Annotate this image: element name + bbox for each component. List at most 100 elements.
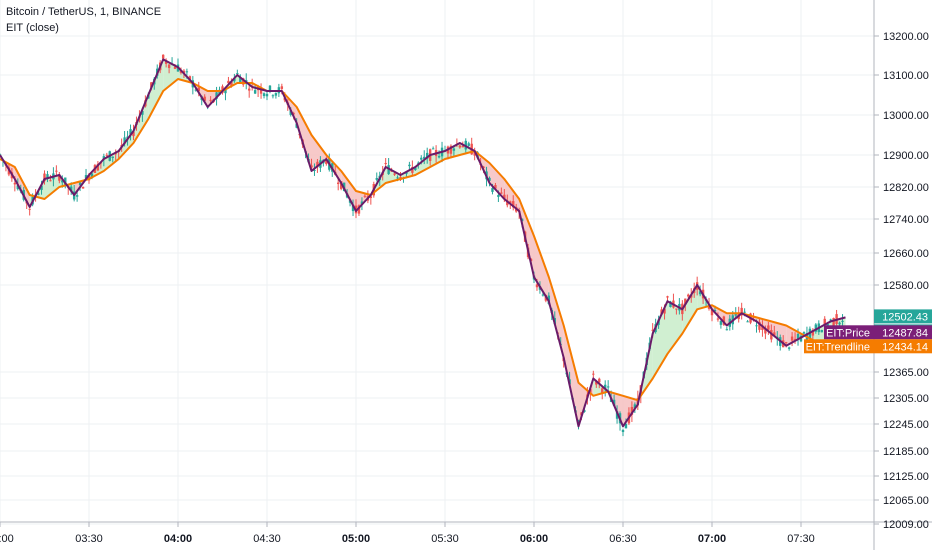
candle-up: [615, 411, 619, 419]
candle-down: [740, 307, 743, 316]
candle-down: [503, 194, 506, 199]
candle-down: [832, 317, 835, 326]
candle-down: [96, 163, 100, 171]
candle-up: [488, 177, 491, 181]
candle-up: [313, 169, 316, 171]
trend-tag-label: EIT:Trendline: [806, 341, 870, 353]
candle-down: [535, 284, 539, 288]
candle-down: [663, 308, 666, 314]
candle-up: [491, 188, 494, 192]
candle-down: [49, 180, 52, 182]
candle-up: [719, 320, 723, 325]
price-tags: 12502.4300:4012487.84EIT:Price12434.14EI…: [804, 309, 932, 354]
candle-down: [259, 88, 263, 94]
fill-above-segment: [415, 155, 431, 175]
candle-up: [396, 177, 399, 179]
candle-down: [506, 200, 509, 206]
candle-down: [784, 342, 788, 344]
candle-up: [796, 333, 800, 339]
candle-up: [265, 93, 269, 97]
candle-down: [761, 325, 764, 331]
fill-below-segment: [14, 167, 30, 207]
fill-below-segment: [578, 378, 594, 427]
candle-up: [123, 137, 126, 144]
candle-up: [218, 89, 221, 95]
y-tick-label: 12245.00: [883, 419, 929, 431]
candle-up: [268, 85, 272, 91]
candle-up: [239, 77, 242, 84]
fill-above-segment: [682, 285, 698, 334]
fill-below-segment: [504, 179, 520, 211]
candle-down: [675, 308, 678, 310]
y-tick-label: 12065.00: [883, 495, 929, 507]
symbol-title[interactable]: Bitcoin / TetherUS, 1, BINANCE: [6, 6, 162, 18]
candle-up: [624, 423, 628, 429]
candle-down: [767, 325, 770, 330]
y-tick-label: 12820.00: [883, 182, 929, 194]
time-axis: 03:00 03:30 04:00 04:30 05:00 05:30 06:00 06:30…: [0, 522, 815, 545]
candle-up: [90, 173, 94, 178]
price-tag-value-bg: [874, 325, 932, 340]
y-tick-label: 12009.00: [883, 519, 929, 531]
candle-up: [841, 320, 844, 322]
y-tick-label: 13000.00: [883, 110, 929, 122]
fill-below-segment: [786, 325, 801, 346]
fill-above-segment: [667, 301, 683, 354]
candle-up: [70, 186, 73, 192]
candle-up: [417, 162, 420, 164]
candle-up: [734, 314, 737, 316]
candle-up: [743, 311, 746, 313]
grid-lines: [0, 0, 874, 525]
candle-down: [28, 208, 31, 210]
candle-down: [105, 154, 108, 156]
fill-below-segment: [341, 171, 356, 211]
candle-down: [132, 131, 135, 137]
indicator-title[interactable]: EIT (close): [6, 22, 59, 34]
x-tick-label: 07:00: [698, 533, 726, 545]
x-tick-label: 04:30: [253, 533, 281, 545]
price-axis-panel[interactable]: [874, 0, 932, 550]
candle-down: [666, 296, 669, 298]
candle-down: [592, 373, 595, 375]
candle-down: [227, 80, 230, 84]
candle-up: [414, 167, 417, 171]
candle-down: [595, 381, 598, 385]
candle-up: [224, 89, 227, 94]
candle-down: [630, 406, 634, 415]
candle-down: [81, 186, 85, 189]
y-tick-label: 12365.00: [883, 367, 929, 379]
candle-down: [458, 145, 462, 148]
x-tick-label: 05:30: [431, 533, 459, 545]
indicator-lines: [0, 58, 846, 428]
candle-down: [357, 205, 361, 214]
candle-down: [43, 173, 46, 182]
fill-below-segment: [296, 107, 312, 171]
candle-up: [583, 410, 586, 412]
candle-up: [606, 386, 610, 388]
candle-down: [710, 309, 714, 316]
candle-down: [209, 99, 212, 101]
candle-down: [197, 87, 200, 92]
candle-up: [621, 430, 625, 433]
candle-down: [164, 61, 168, 64]
candle-down: [598, 378, 601, 383]
candle-up: [467, 143, 470, 146]
candlesticks: [0, 54, 844, 437]
candle-down: [280, 86, 284, 89]
candle-up: [360, 201, 364, 205]
candle-down: [114, 153, 117, 155]
candle-down: [790, 336, 794, 341]
candle-down: [173, 66, 177, 69]
x-tick-label: 03:00: [0, 533, 14, 545]
y-tick-label: 13200.00: [883, 31, 929, 43]
fill-below-segment: [771, 321, 787, 346]
candle-up: [669, 301, 672, 307]
candle-up: [541, 294, 545, 296]
y-tick-label: 12305.00: [883, 393, 929, 405]
candle-down: [55, 170, 58, 172]
y-tick-label: 12740.00: [883, 214, 929, 226]
candle-up: [46, 174, 49, 179]
candle-down: [87, 175, 91, 181]
candle-up: [351, 204, 355, 212]
